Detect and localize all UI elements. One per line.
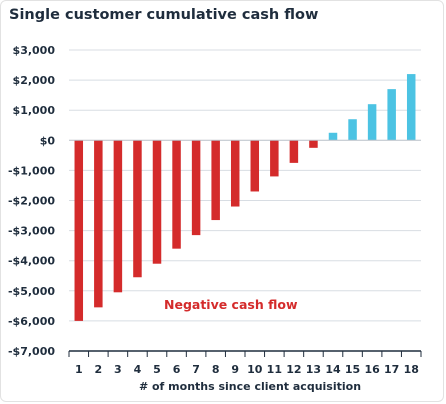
y-tick-label: -$1,000	[8, 164, 55, 177]
bar	[387, 89, 396, 141]
bar	[406, 74, 416, 141]
bar	[152, 140, 162, 264]
x-tick-label: 2	[95, 363, 103, 376]
bar	[230, 140, 240, 207]
bar	[113, 140, 123, 293]
bar	[270, 140, 279, 177]
x-tick-label: 15	[345, 363, 360, 376]
bar	[289, 140, 299, 163]
x-tick-label: 17	[384, 363, 399, 376]
x-tick-label: 12	[286, 363, 301, 376]
x-tick-label: 11	[267, 363, 282, 376]
y-tick-label: $1,000	[13, 104, 56, 117]
x-axis-title: # of months since client acquisition	[139, 380, 361, 393]
y-tick-label: $0	[40, 134, 56, 147]
y-tick-label: -$3,000	[8, 225, 55, 238]
annotation-negative-cash-flow: Negative cash flow	[164, 297, 298, 312]
chart-title: Single customer cumulative cash flow	[9, 7, 319, 23]
y-tick-label: -$5,000	[8, 285, 55, 298]
bar	[211, 140, 220, 221]
bar	[367, 104, 377, 141]
y-tick-label: -$2,000	[8, 195, 55, 208]
y-tick-label: $3,000	[13, 44, 56, 57]
y-tick-label: -$7,000	[8, 345, 55, 358]
bar	[94, 140, 103, 308]
bar	[250, 140, 260, 192]
bar	[133, 140, 142, 278]
x-tick-label: 3	[114, 363, 122, 376]
bar	[172, 140, 181, 249]
x-tick-label: 6	[173, 363, 181, 376]
x-tick-label: 1	[75, 363, 83, 376]
y-tick-label: -$6,000	[8, 315, 55, 328]
bar	[328, 132, 338, 141]
bar	[74, 140, 84, 321]
x-tick-label: 14	[325, 363, 341, 376]
x-tick-label: 10	[247, 363, 263, 376]
y-tick-label: $2,000	[13, 74, 56, 87]
x-tick-label: 4	[134, 363, 142, 376]
x-tick-label: 13	[306, 363, 321, 376]
bar	[191, 140, 201, 236]
y-tick-label: -$4,000	[8, 255, 55, 268]
x-tick-label: 8	[212, 363, 220, 376]
x-tick-label: 18	[404, 363, 419, 376]
x-tick-label: 16	[364, 363, 380, 376]
x-tick-label: 9	[231, 363, 239, 376]
bar	[309, 140, 318, 148]
bar	[348, 119, 357, 141]
x-tick-label: 5	[153, 363, 161, 376]
x-tick-label: 7	[192, 363, 200, 376]
